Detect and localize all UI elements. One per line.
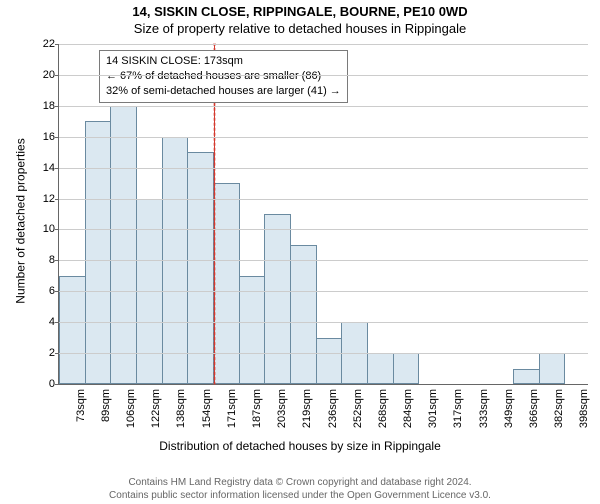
y-tick-label: 2 bbox=[31, 347, 55, 359]
x-tick-label: 301sqm bbox=[427, 389, 439, 428]
y-tick-mark bbox=[55, 106, 59, 107]
x-tick-label: 138sqm bbox=[175, 389, 187, 428]
plot-area: 14 SISKIN CLOSE: 173sqm← 67% of detached… bbox=[58, 44, 588, 385]
grid-line bbox=[59, 260, 588, 261]
bar bbox=[290, 245, 317, 384]
grid-line bbox=[59, 229, 588, 230]
y-tick-mark bbox=[55, 291, 59, 292]
y-tick-mark bbox=[55, 199, 59, 200]
x-tick-label: 268sqm bbox=[377, 389, 389, 428]
x-tick-label: 349sqm bbox=[503, 389, 515, 428]
page-subtitle: Size of property relative to detached ho… bbox=[0, 21, 600, 36]
annotation-line: ← 67% of detached houses are smaller (86… bbox=[106, 69, 341, 84]
x-tick-label: 398sqm bbox=[578, 389, 590, 428]
grid-line bbox=[59, 353, 588, 354]
bar bbox=[110, 106, 137, 384]
annotation-line: 32% of semi-detached houses are larger (… bbox=[106, 84, 341, 99]
annotation-line: 14 SISKIN CLOSE: 173sqm bbox=[106, 54, 341, 69]
x-axis-title: Distribution of detached houses by size … bbox=[12, 439, 588, 453]
x-tick-label: 219sqm bbox=[301, 389, 313, 428]
histogram-chart: Number of detached properties 14 SISKIN … bbox=[12, 44, 588, 453]
x-tick-label: 236sqm bbox=[327, 389, 339, 428]
footer-attribution: Contains HM Land Registry data © Crown c… bbox=[0, 476, 600, 502]
grid-line bbox=[59, 75, 588, 76]
grid-line bbox=[59, 199, 588, 200]
x-tick-label: 106sqm bbox=[125, 389, 137, 428]
grid-line bbox=[59, 137, 588, 138]
bar bbox=[264, 214, 291, 384]
x-tick-label: 317sqm bbox=[452, 389, 464, 428]
y-tick-label: 20 bbox=[31, 69, 55, 81]
x-tick-label: 203sqm bbox=[276, 389, 288, 428]
x-tick-label: 89sqm bbox=[100, 389, 112, 422]
y-tick-mark bbox=[55, 168, 59, 169]
grid-line bbox=[59, 322, 588, 323]
y-tick-label: 14 bbox=[31, 162, 55, 174]
bar bbox=[316, 338, 343, 384]
y-tick-mark bbox=[55, 229, 59, 230]
y-tick-label: 8 bbox=[31, 254, 55, 266]
x-tick-label: 154sqm bbox=[201, 389, 213, 428]
footer-line-1: Contains HM Land Registry data © Crown c… bbox=[0, 476, 600, 489]
y-tick-mark bbox=[55, 322, 59, 323]
x-tick-label: 382sqm bbox=[553, 389, 565, 428]
y-tick-label: 0 bbox=[31, 378, 55, 390]
grid-line bbox=[59, 44, 588, 45]
grid-line bbox=[59, 291, 588, 292]
y-tick-mark bbox=[55, 260, 59, 261]
x-axis-ticks: 73sqm 89sqm 106sqm 122sqm 138sqm 154sqm 171sqm… bbox=[58, 385, 588, 441]
x-tick-label: 122sqm bbox=[150, 389, 162, 428]
x-tick-label: 333sqm bbox=[478, 389, 490, 428]
x-tick-label: 171sqm bbox=[226, 389, 238, 428]
x-tick-label: 284sqm bbox=[402, 389, 414, 428]
x-tick-label: 252sqm bbox=[352, 389, 364, 428]
bar bbox=[539, 353, 566, 384]
bar bbox=[85, 121, 112, 384]
annotation-box: 14 SISKIN CLOSE: 173sqm← 67% of detached… bbox=[99, 50, 348, 103]
y-tick-label: 12 bbox=[31, 193, 55, 205]
footer-line-2: Contains public sector information licen… bbox=[0, 489, 600, 502]
y-tick-mark bbox=[55, 353, 59, 354]
page-title: 14, SISKIN CLOSE, RIPPINGALE, BOURNE, PE… bbox=[0, 4, 600, 19]
bar bbox=[393, 353, 420, 384]
y-tick-label: 6 bbox=[31, 285, 55, 297]
x-tick-label: 366sqm bbox=[528, 389, 540, 428]
bar bbox=[187, 152, 214, 384]
bar bbox=[367, 353, 394, 384]
bar bbox=[513, 369, 540, 384]
y-tick-label: 22 bbox=[31, 38, 55, 50]
y-tick-mark bbox=[55, 137, 59, 138]
y-tick-label: 18 bbox=[31, 100, 55, 112]
x-tick-label: 73sqm bbox=[75, 389, 87, 422]
y-tick-label: 10 bbox=[31, 223, 55, 235]
y-axis-title-wrap: Number of detached properties bbox=[12, 44, 30, 397]
y-axis-title: Number of detached properties bbox=[14, 138, 28, 303]
grid-line bbox=[59, 168, 588, 169]
x-tick-label: 187sqm bbox=[251, 389, 263, 428]
grid-line bbox=[59, 106, 588, 107]
y-tick-mark bbox=[55, 44, 59, 45]
y-tick-mark bbox=[55, 75, 59, 76]
y-tick-label: 4 bbox=[31, 316, 55, 328]
y-tick-label: 16 bbox=[31, 131, 55, 143]
